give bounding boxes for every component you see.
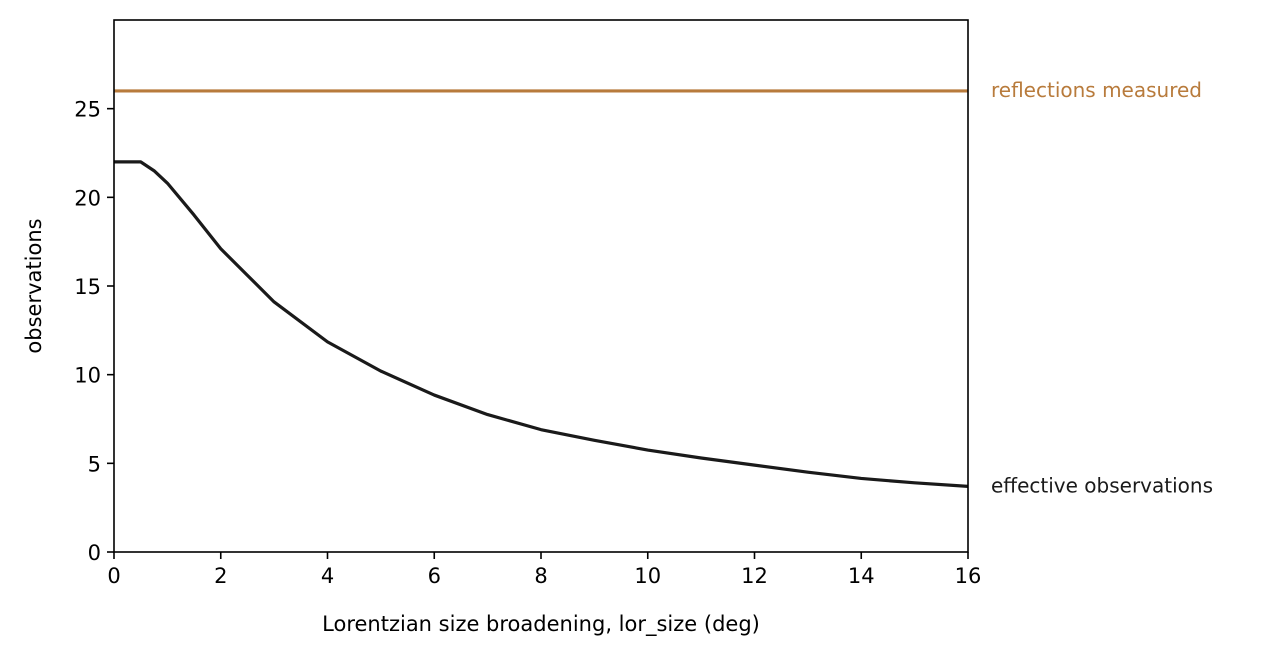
y-tick-label: 0 — [88, 541, 101, 565]
y-tick-label: 15 — [74, 275, 101, 299]
x-tick-label: 10 — [634, 564, 661, 588]
x-tick-label: 4 — [321, 564, 334, 588]
plot-frame — [113, 19, 969, 553]
x-tick-label: 14 — [848, 564, 875, 588]
x-tick-label: 12 — [741, 564, 768, 588]
series-layer — [114, 89, 969, 488]
x-axis-label: Lorentzian size broadening, lor_size (de… — [322, 612, 760, 637]
series-annotations: effective observations reflections measur… — [991, 78, 1213, 497]
effective-observations-line — [114, 160, 969, 488]
y-tick-label: 20 — [74, 186, 101, 210]
y-tick-label: 25 — [74, 98, 101, 122]
y-tick-label: 5 — [88, 452, 101, 476]
x-tick-label: 6 — [428, 564, 441, 588]
x-axis-ticks: 0 2 4 6 8 10 12 14 16 — [107, 552, 981, 588]
y-axis-label: observations — [22, 218, 46, 353]
x-tick-label: 0 — [107, 564, 120, 588]
x-tick-label: 2 — [214, 564, 227, 588]
y-tick-label: 10 — [74, 364, 101, 388]
x-tick-label: 8 — [534, 564, 547, 588]
x-tick-label: 16 — [955, 564, 982, 588]
reflections-measured-label: reflections measured — [991, 78, 1202, 102]
effective-observations-label: effective observations — [991, 473, 1213, 497]
y-axis-ticks: 0 5 10 15 20 25 — [74, 98, 114, 565]
